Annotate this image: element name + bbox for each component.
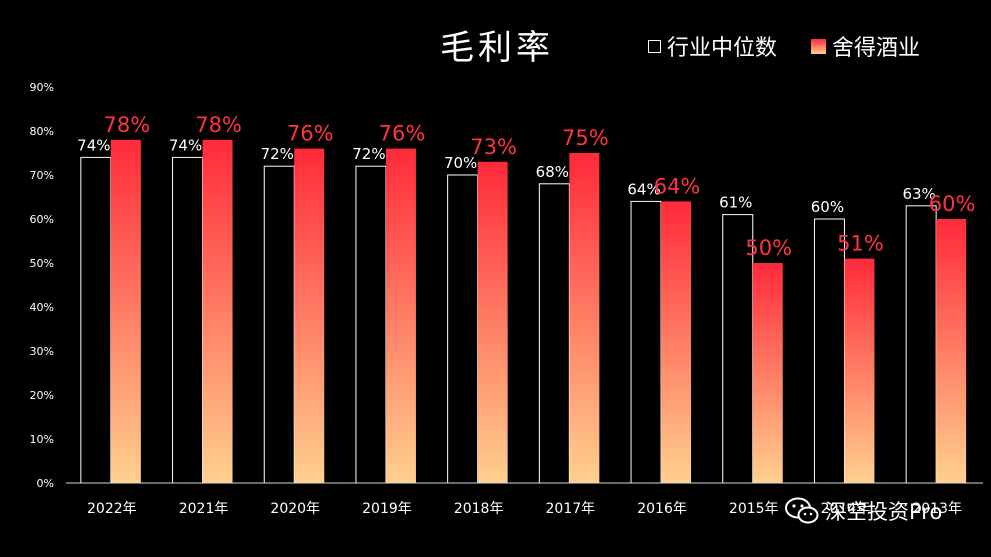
chart-title: 毛利率 bbox=[440, 28, 554, 68]
x-tick-label: 2018年 bbox=[454, 501, 504, 517]
legend-label-company: 舍得酒业 bbox=[832, 36, 921, 61]
data-label-industry: 63% bbox=[902, 185, 935, 203]
wechat-icon bbox=[785, 497, 819, 524]
data-label-industry: 74% bbox=[77, 136, 110, 154]
y-tick-label: 70% bbox=[30, 169, 54, 182]
data-label-company: 78% bbox=[195, 113, 242, 137]
legend-swatch-industry bbox=[648, 39, 661, 53]
data-label-company: 75% bbox=[562, 126, 609, 150]
bars-group: 74%78%74%78%72%76%72%76%70%73%68%75%64%6… bbox=[77, 113, 976, 484]
y-tick-label: 0% bbox=[37, 477, 54, 490]
x-tick-label: 2016年 bbox=[637, 501, 687, 517]
data-label-company: 76% bbox=[379, 122, 426, 146]
bar-company bbox=[752, 263, 783, 483]
bar-industry bbox=[905, 205, 937, 484]
bar-company bbox=[202, 139, 233, 484]
bar-industry bbox=[355, 165, 387, 484]
y-tick-label: 80% bbox=[30, 125, 54, 138]
data-label-industry: 72% bbox=[352, 145, 385, 163]
data-label-company: 64% bbox=[654, 174, 701, 198]
data-label-industry: 64% bbox=[627, 180, 660, 198]
y-tick-label: 30% bbox=[30, 345, 54, 358]
bar-company bbox=[936, 219, 967, 483]
bar-company bbox=[569, 153, 600, 483]
y-tick-label: 10% bbox=[30, 433, 54, 446]
bar-company bbox=[294, 148, 325, 483]
watermark-text: 深空投资Pro bbox=[825, 500, 943, 524]
y-tick-label: 40% bbox=[30, 301, 54, 314]
y-tick-label: 60% bbox=[30, 213, 54, 226]
y-tick-label: 90% bbox=[30, 81, 54, 94]
data-label-company: 50% bbox=[745, 236, 792, 260]
data-label-company: 73% bbox=[470, 135, 517, 159]
data-label-industry: 74% bbox=[169, 136, 202, 154]
data-label-industry: 70% bbox=[444, 154, 477, 172]
data-label-industry: 72% bbox=[261, 145, 294, 163]
data-label-industry: 61% bbox=[719, 194, 752, 212]
x-tick-label: 2015年 bbox=[729, 501, 779, 517]
x-tick-label: 2021年 bbox=[179, 501, 229, 517]
data-label-company: 76% bbox=[287, 122, 334, 146]
bar-industry bbox=[80, 156, 112, 484]
bar-company bbox=[110, 139, 141, 484]
legend-label-industry: 行业中位数 bbox=[667, 36, 778, 61]
bar-industry bbox=[722, 214, 754, 484]
legend-item-company: 舍得酒业 bbox=[811, 30, 920, 62]
legend-swatch-company bbox=[811, 38, 827, 54]
y-tick-label: 20% bbox=[30, 389, 54, 402]
bar-company bbox=[844, 258, 875, 483]
bar-company bbox=[477, 161, 508, 484]
bar-company bbox=[385, 148, 416, 483]
x-tick-label: 2022年 bbox=[87, 501, 137, 517]
data-label-company: 78% bbox=[104, 113, 151, 137]
legend: 行业中位数 舍得酒业 bbox=[648, 30, 920, 62]
bar-industry bbox=[263, 165, 295, 484]
data-label-company: 60% bbox=[929, 192, 976, 216]
x-tick-label: 2019年 bbox=[362, 501, 412, 517]
x-axis: 2022年 2021年 2020年 2019年 2018年 2017年 2016年 2015年… bbox=[66, 482, 983, 517]
x-tick-label: 2014年 bbox=[821, 501, 871, 517]
data-label-company: 51% bbox=[837, 232, 884, 256]
watermark: 深空投资Pro bbox=[785, 496, 942, 526]
bar-company bbox=[661, 201, 692, 483]
legend-item-industry: 行业中位数 bbox=[648, 30, 777, 62]
bar-industry bbox=[447, 174, 479, 484]
x-tick-label: 2020年 bbox=[270, 501, 320, 517]
bar-industry bbox=[630, 200, 662, 484]
data-label-industry: 68% bbox=[536, 163, 569, 181]
bar-industry bbox=[538, 183, 570, 484]
bar-industry bbox=[813, 218, 845, 484]
y-tick-label: 50% bbox=[30, 257, 54, 270]
x-tick-label: 2017年 bbox=[546, 501, 596, 517]
y-axis: 0% 10% 20% 30% 40% 50% 60% 70% 80% 90% bbox=[30, 81, 54, 490]
data-label-industry: 60% bbox=[811, 198, 844, 216]
x-tick-label: 2013年 bbox=[912, 501, 962, 517]
bar-industry bbox=[172, 156, 204, 484]
